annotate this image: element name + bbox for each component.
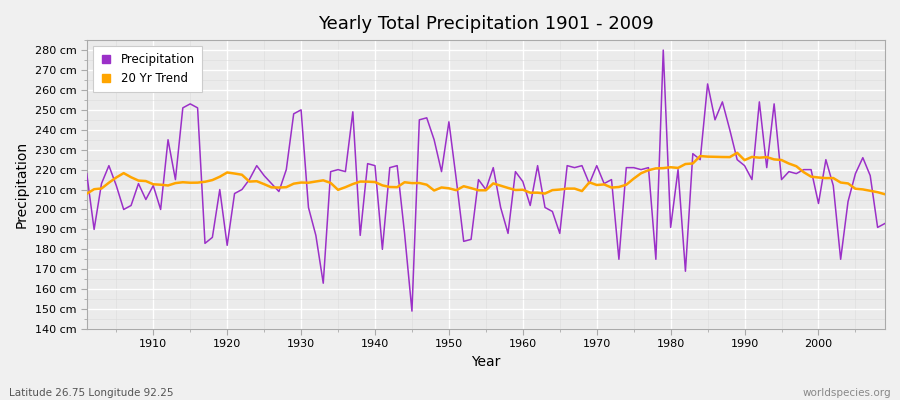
- 20 Yr Trend: [347, 182, 358, 186]
- 20 Yr Trend: [518, 187, 528, 192]
- X-axis label: Year: Year: [472, 355, 500, 369]
- Precipitation: [614, 257, 625, 262]
- Y-axis label: Precipitation: Precipitation: [15, 141, 29, 228]
- Precipitation: [879, 221, 890, 226]
- 20 Yr Trend: [303, 180, 314, 185]
- Text: Latitude 26.75 Longitude 92.25: Latitude 26.75 Longitude 92.25: [9, 388, 174, 398]
- 20 Yr Trend: [510, 188, 521, 192]
- Precipitation: [518, 179, 528, 184]
- Precipitation: [81, 171, 92, 176]
- Text: worldspecies.org: worldspecies.org: [803, 388, 891, 398]
- Title: Yearly Total Precipitation 1901 - 2009: Yearly Total Precipitation 1901 - 2009: [318, 15, 653, 33]
- 20 Yr Trend: [81, 191, 92, 196]
- Precipitation: [140, 197, 151, 202]
- 20 Yr Trend: [879, 192, 890, 197]
- Line: Precipitation: Precipitation: [86, 50, 885, 311]
- Precipitation: [658, 48, 669, 52]
- Precipitation: [347, 110, 358, 114]
- 20 Yr Trend: [140, 179, 151, 184]
- Line: 20 Yr Trend: 20 Yr Trend: [86, 153, 885, 194]
- Precipitation: [407, 309, 418, 314]
- 20 Yr Trend: [606, 185, 616, 190]
- Precipitation: [303, 205, 314, 210]
- Precipitation: [525, 203, 535, 208]
- 20 Yr Trend: [732, 150, 742, 155]
- Legend: Precipitation, 20 Yr Trend: Precipitation, 20 Yr Trend: [93, 46, 202, 92]
